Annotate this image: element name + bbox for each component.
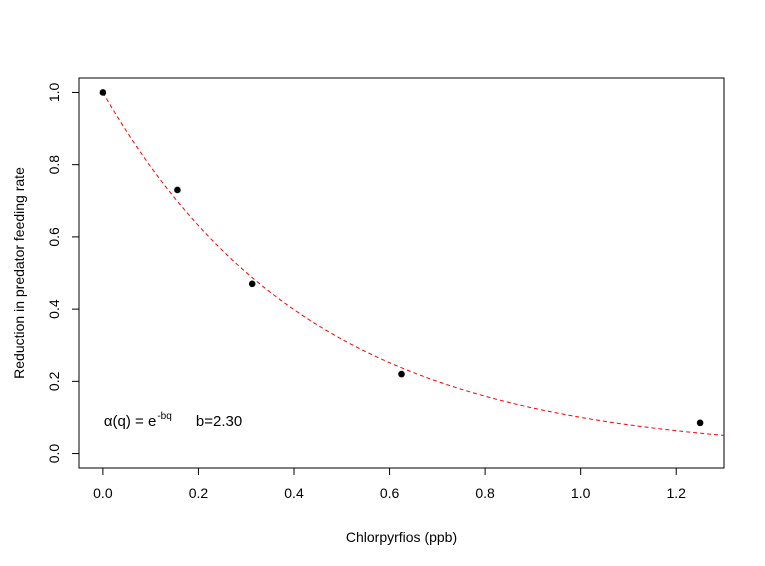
x-axis-label: Chlorpyrfios (ppb) xyxy=(346,529,457,545)
data-point xyxy=(248,280,256,288)
y-tick-label: 0.2 xyxy=(46,371,62,391)
x-axis: 0.0 0.2 0.4 0.6 0.8 1.0 1.2 xyxy=(93,467,686,501)
x-tick-label: 0.2 xyxy=(189,485,209,501)
x-tick-label: 0.6 xyxy=(380,485,400,501)
data-point xyxy=(174,186,181,194)
data-point xyxy=(696,419,704,427)
y-axis-label: Reduction in predator feeding rate xyxy=(11,167,27,379)
data-point xyxy=(99,89,107,96)
data-points xyxy=(99,89,704,427)
y-tick-label: 0.0 xyxy=(46,444,62,464)
y-tick-label: 0.6 xyxy=(46,227,62,247)
b-value-label: b=2.30 xyxy=(196,413,242,430)
x-tick-label: 1.2 xyxy=(666,485,686,501)
x-tick-label: 1.0 xyxy=(571,485,591,501)
y-tick-label: 0.4 xyxy=(46,299,62,319)
equation-exponent: -bq xyxy=(157,411,171,422)
y-tick-label: 0.8 xyxy=(46,155,62,175)
y-axis: 0.0 0.2 0.4 0.6 0.8 1.0 xyxy=(46,83,80,464)
x-tick-label: 0.4 xyxy=(284,485,304,501)
x-tick-label: 0.0 xyxy=(93,485,113,501)
plot-frame xyxy=(78,77,725,469)
fit-curve xyxy=(102,92,725,436)
data-point xyxy=(398,370,405,378)
y-tick-label: 1.0 xyxy=(46,83,62,103)
equation-label: α(q) = e xyxy=(104,413,156,430)
x-tick-label: 0.8 xyxy=(475,485,495,501)
